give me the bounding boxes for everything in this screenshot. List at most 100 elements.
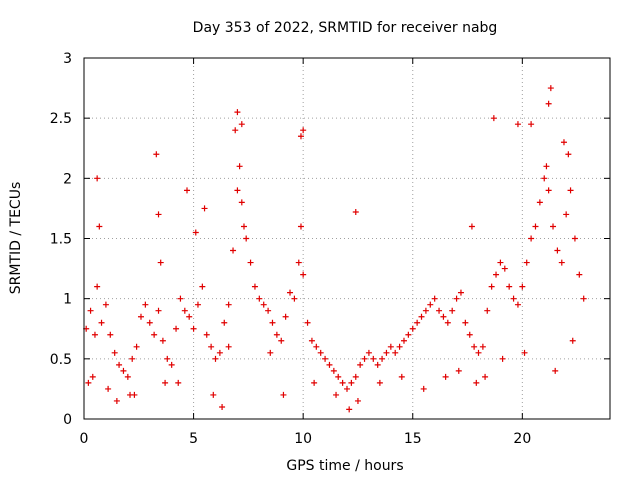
y-tick-label: 0: [63, 412, 72, 428]
data-point: [442, 373, 449, 380]
data-point: [317, 349, 324, 356]
data-point: [449, 307, 456, 314]
data-point: [550, 223, 557, 230]
data-point: [420, 385, 427, 392]
data-point: [311, 379, 318, 386]
data-point: [91, 331, 98, 338]
data-point: [120, 367, 127, 374]
data-point: [98, 319, 105, 326]
data-point: [146, 319, 153, 326]
data-point: [330, 367, 337, 374]
data-point: [400, 337, 407, 344]
data-point: [466, 331, 473, 338]
data-point: [333, 391, 340, 398]
data-point: [225, 343, 232, 350]
data-point: [567, 187, 574, 194]
data-point: [348, 379, 355, 386]
data-point: [497, 259, 504, 266]
data-point: [238, 199, 245, 206]
data-point: [552, 367, 559, 374]
data-point: [501, 265, 508, 272]
data-point: [85, 379, 92, 386]
data-point: [89, 373, 96, 380]
data-point: [398, 373, 405, 380]
data-point: [240, 223, 247, 230]
data-point: [219, 403, 226, 410]
data-point: [129, 355, 136, 362]
data-point: [322, 355, 329, 362]
data-point: [462, 319, 469, 326]
data-point: [175, 379, 182, 386]
data-point: [484, 307, 491, 314]
data-point: [440, 313, 447, 320]
data-point: [190, 325, 197, 332]
data-point: [339, 379, 346, 386]
data-point: [326, 361, 333, 368]
data-point: [212, 355, 219, 362]
data-point: [471, 343, 478, 350]
data-point: [105, 385, 112, 392]
data-point: [162, 379, 169, 386]
data-point: [453, 295, 460, 302]
data-point: [528, 121, 535, 128]
data-point: [260, 301, 267, 308]
data-point: [184, 187, 191, 194]
data-point: [173, 325, 180, 332]
data-point: [96, 223, 103, 230]
data-point: [414, 319, 421, 326]
data-point: [475, 349, 482, 356]
data-point: [383, 349, 390, 356]
data-point: [571, 235, 578, 242]
data-point: [405, 331, 412, 338]
data-points: [83, 85, 587, 413]
x-tick-label: 5: [189, 431, 198, 447]
data-point: [376, 379, 383, 386]
data-point: [499, 355, 506, 362]
y-axis-label: SRMTID / TECUs: [8, 182, 24, 295]
data-point: [418, 313, 425, 320]
data-point: [427, 301, 434, 308]
data-point: [569, 337, 576, 344]
axis-ticks: 0 5 10 15 20 0 0.5 1 1.5 2 2.5 3: [50, 51, 610, 447]
data-point: [514, 301, 521, 308]
data-point: [278, 337, 285, 344]
data-point: [313, 343, 320, 350]
y-tick-label: 1.5: [50, 232, 72, 248]
y-tick-label: 2: [63, 171, 72, 187]
data-point: [409, 325, 416, 332]
data-point: [354, 397, 361, 404]
data-point: [396, 343, 403, 350]
data-point: [230, 247, 237, 254]
y-tick-label: 2.5: [50, 111, 72, 127]
data-point: [177, 295, 184, 302]
data-point: [308, 337, 315, 344]
data-point: [473, 379, 480, 386]
data-point: [468, 223, 475, 230]
data-point: [273, 331, 280, 338]
data-point: [186, 313, 193, 320]
data-point: [216, 349, 223, 356]
data-point: [159, 337, 166, 344]
x-tick-label: 10: [294, 431, 312, 447]
data-point: [554, 247, 561, 254]
data-point: [521, 349, 528, 356]
data-point: [280, 391, 287, 398]
x-tick-label: 20: [513, 431, 531, 447]
data-point: [335, 373, 342, 380]
data-point: [304, 319, 311, 326]
data-point: [510, 295, 517, 302]
y-tick-label: 0.5: [50, 352, 72, 368]
data-point: [379, 355, 386, 362]
grid: [84, 58, 610, 419]
data-point: [153, 151, 160, 158]
data-point: [208, 343, 215, 350]
data-point: [210, 391, 217, 398]
data-point: [357, 361, 364, 368]
x-axis-label: GPS time / hours: [286, 458, 403, 474]
data-point: [102, 301, 109, 308]
data-point: [361, 355, 368, 362]
data-point: [482, 373, 489, 380]
data-point: [514, 121, 521, 128]
data-point: [457, 289, 464, 296]
